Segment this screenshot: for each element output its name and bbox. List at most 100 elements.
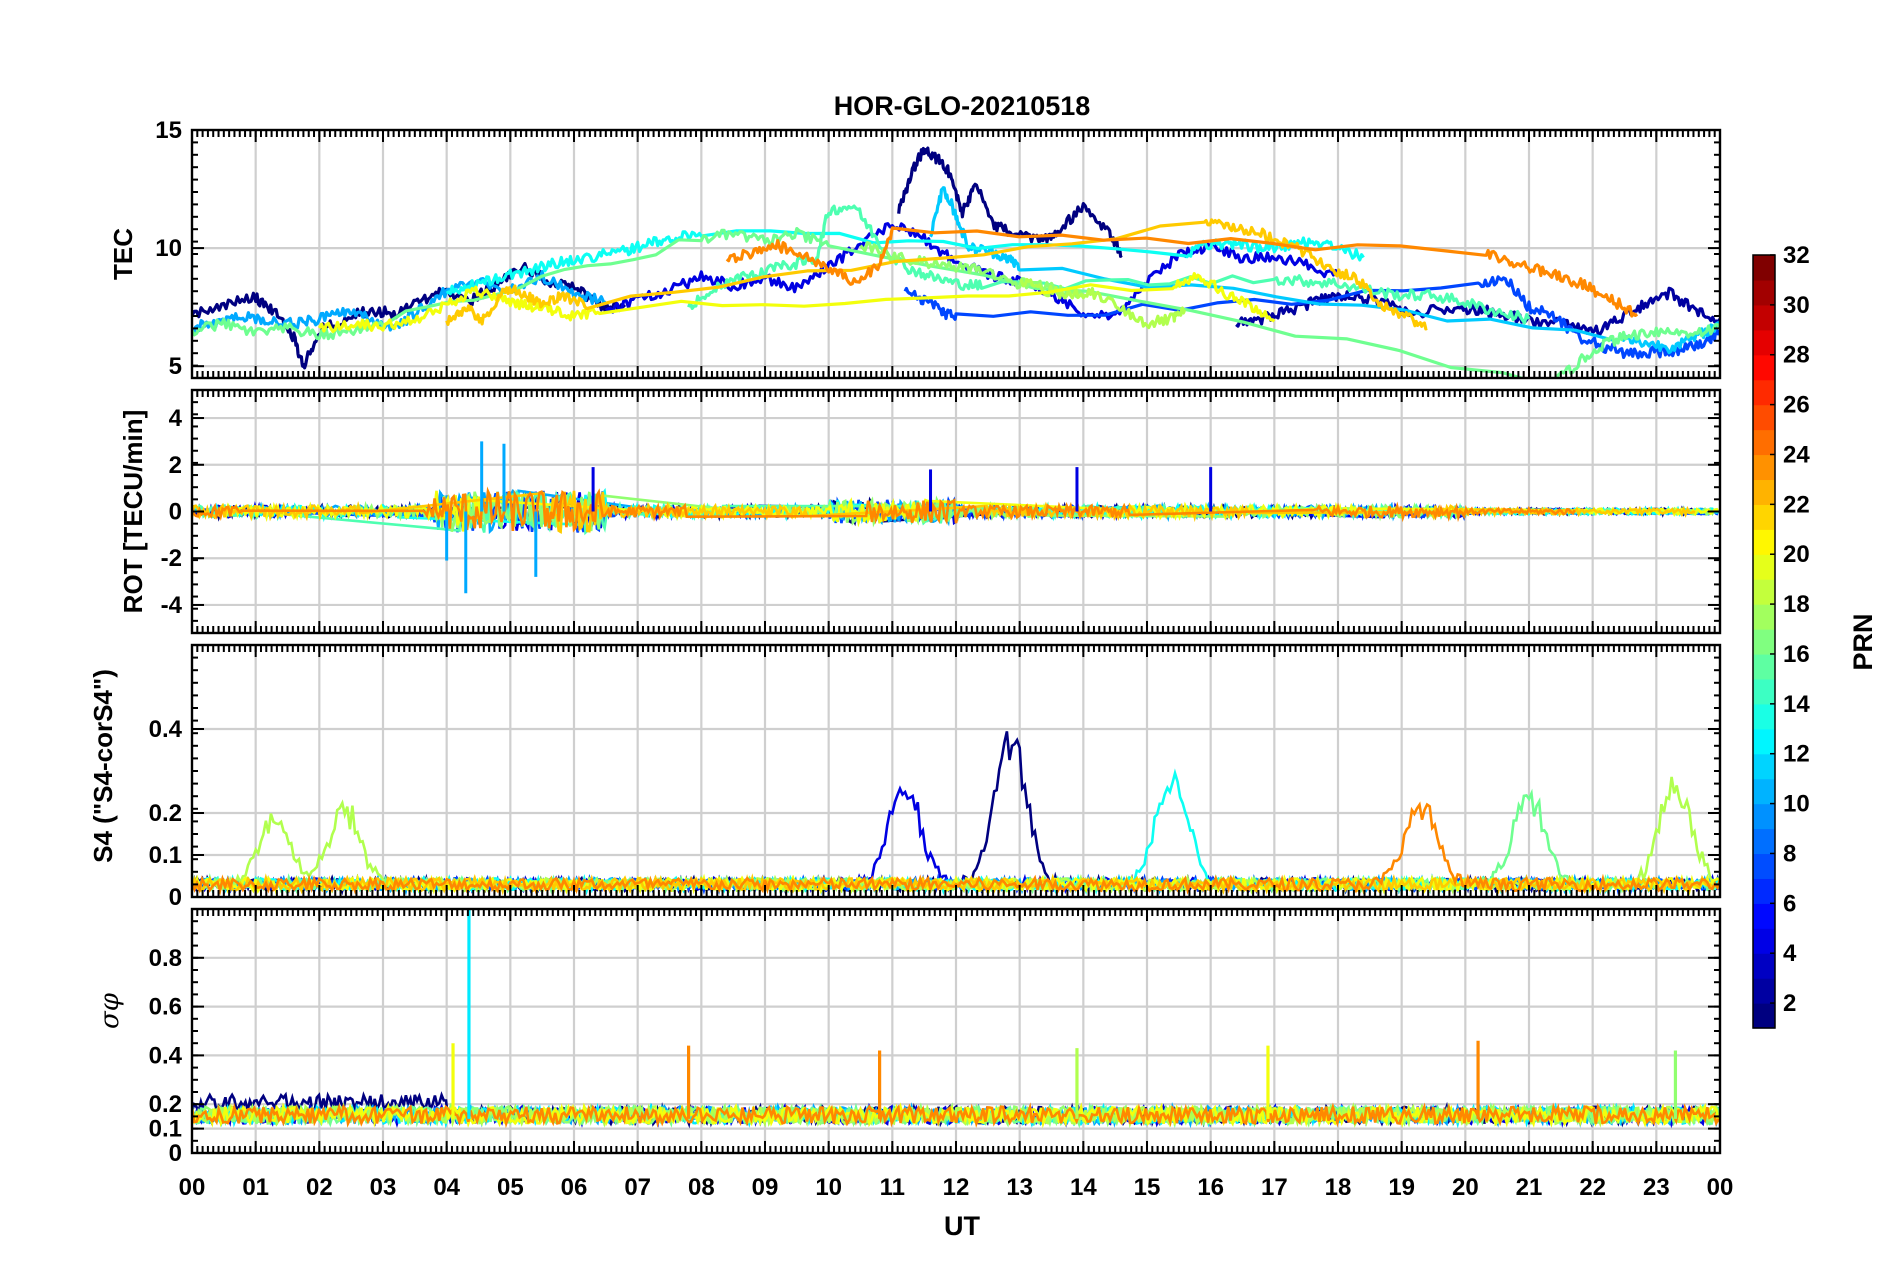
panel-sigma_phi-y-tick-label: 0 xyxy=(169,1140,182,1167)
x-tick-label: 16 xyxy=(1197,1174,1224,1201)
panel-rot-y-tick-label: 4 xyxy=(169,405,183,432)
colorbar-tick-label: 26 xyxy=(1783,392,1810,419)
panel-s4-frame xyxy=(190,643,1722,899)
colorbar-tick-label: 12 xyxy=(1783,741,1810,768)
panel-sigma_phi-content xyxy=(192,909,1720,1129)
colorbar-segment xyxy=(1753,828,1775,855)
tec-series-prn-11 xyxy=(929,186,1720,355)
x-tick-label: 17 xyxy=(1261,1174,1288,1201)
colorbar-tick-label: 22 xyxy=(1783,491,1810,518)
x-tick-label: 06 xyxy=(561,1174,588,1201)
tec-series-prn-16 xyxy=(192,227,1720,378)
tec-series-prn-1 xyxy=(897,146,1123,258)
panel-rot-frame xyxy=(190,388,1722,635)
colorbar-segment xyxy=(1753,454,1775,481)
x-tick-label: 09 xyxy=(752,1174,779,1201)
colorbar-tick-label: 18 xyxy=(1783,591,1810,618)
colorbar-tick-label: 32 xyxy=(1783,242,1810,269)
x-tick-label: 21 xyxy=(1516,1174,1543,1201)
colorbar-segment xyxy=(1753,703,1775,730)
panel-tec-frame xyxy=(190,128,1722,380)
colorbar-label: PRN xyxy=(1848,613,1878,670)
tec-series-prn-17 xyxy=(859,241,1085,299)
sigma-series-prn-24 xyxy=(192,1102,1720,1129)
colorbar-tick-label: 30 xyxy=(1783,292,1810,319)
x-tick-label: 18 xyxy=(1325,1174,1352,1201)
panel-tec: 5 10 15 TEC xyxy=(108,117,1722,380)
tec-series-prn-15 xyxy=(687,204,1531,325)
x-tick-label: 15 xyxy=(1134,1174,1161,1201)
tec-series-prn-24 xyxy=(725,226,1639,318)
colorbar-frame xyxy=(1752,254,1776,1029)
x-tick-label: 04 xyxy=(433,1174,460,1201)
colorbar-segment xyxy=(1753,978,1775,1004)
colorbar-segment xyxy=(1753,329,1775,356)
colorbar-segment xyxy=(1753,878,1775,904)
panel-tec-content xyxy=(192,146,1720,378)
panel-rot-content xyxy=(192,441,1720,594)
panel-sigma_phi-y-tick-label: 0.2 xyxy=(149,1091,182,1118)
colorbar-tick-label: 16 xyxy=(1783,641,1810,668)
colorbar-segment xyxy=(1753,753,1775,780)
x-tick-label: 19 xyxy=(1388,1174,1415,1201)
panel-tec-y-tick-label: 5 xyxy=(169,353,182,380)
colorbar-tick-label: 2 xyxy=(1783,990,1796,1017)
colorbar-segment xyxy=(1753,255,1775,281)
colorbar-segment xyxy=(1753,279,1775,306)
panel-tec-y-label: TEC xyxy=(108,228,138,280)
colorbar-segment xyxy=(1753,1003,1775,1029)
x-tick-label: 00 xyxy=(179,1174,206,1201)
colorbar-segment xyxy=(1753,778,1775,805)
colorbar-tick-label: 28 xyxy=(1783,342,1810,369)
tec-series-prn-22 xyxy=(445,218,1428,331)
colorbar-tick-label: 8 xyxy=(1783,840,1796,867)
panel-s4-grid xyxy=(192,645,1720,897)
colorbar-segment xyxy=(1753,653,1775,680)
x-tick-label: 10 xyxy=(815,1174,842,1201)
colorbar-segment xyxy=(1753,953,1775,979)
colorbar-segment xyxy=(1753,529,1775,555)
x-tick-label: 22 xyxy=(1579,1174,1606,1201)
panel-sigma_phi-y-tick-label: 0.1 xyxy=(149,1116,182,1143)
chart-title: HOR-GLO-20210518 xyxy=(834,91,1091,121)
colorbar-segment xyxy=(1753,554,1775,580)
tec-series-prn-2 xyxy=(1235,286,1720,336)
panel-tec-y-tick-label: 15 xyxy=(155,117,182,144)
x-tick-label: 03 xyxy=(370,1174,397,1201)
panel-s4: 0 0.1 0.2 0.4 S4 ("S4-corS4") xyxy=(88,643,1722,911)
colorbar-segment xyxy=(1753,379,1775,406)
panel-s4-y-tick-label: 0.1 xyxy=(149,842,182,869)
x-tick-label: 20 xyxy=(1452,1174,1479,1201)
panel-sigma_phi-y-tick-label: 0.4 xyxy=(149,1042,183,1069)
colorbar-segment xyxy=(1753,404,1775,431)
panel-sigma_phi-frame xyxy=(190,907,1722,1155)
x-tick-label: 08 xyxy=(688,1174,715,1201)
x-tick-label: 00 xyxy=(1707,1174,1734,1201)
rot-series-prn-24 xyxy=(192,486,1576,533)
panel-s4-y-tick-label: 0.2 xyxy=(149,800,182,827)
colorbar-tick-label: 10 xyxy=(1783,791,1810,818)
colorbar-segment xyxy=(1753,504,1775,530)
panel-sigma_phi: 00.10.2 0.4 0.6 0.8 σφ xyxy=(95,907,1722,1167)
panel-sigma-y-label: σφ xyxy=(95,992,125,1029)
colorbar-segment xyxy=(1753,579,1775,605)
panel-tec-y-tick-label: 10 xyxy=(155,235,182,262)
colorbar-segment xyxy=(1753,853,1775,879)
x-tick-label: 01 xyxy=(242,1174,269,1201)
x-tick-label: 05 xyxy=(497,1174,524,1201)
x-tick-label: 11 xyxy=(880,1174,905,1201)
x-tick-label: 07 xyxy=(624,1174,651,1201)
colorbar-segment xyxy=(1753,728,1775,755)
panel-sigma_phi-y-tick-label: 0.6 xyxy=(149,994,182,1021)
tec-series-prn-20 xyxy=(317,272,1276,334)
colorbar-segment xyxy=(1753,429,1775,456)
colorbar-segment xyxy=(1753,304,1775,331)
panel-rot-y-tick-label: -2 xyxy=(161,545,182,572)
colorbar-segment xyxy=(1753,903,1775,929)
panel-rot: -4 -2 0 2 4 ROT [TECU/min] xyxy=(118,388,1722,635)
panel-rot-y-tick-label: 2 xyxy=(169,452,182,479)
colorbar-segment xyxy=(1753,928,1775,954)
colorbar-segment xyxy=(1753,479,1775,505)
